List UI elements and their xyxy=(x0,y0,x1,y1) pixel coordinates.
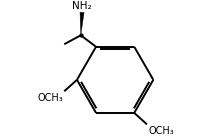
Polygon shape xyxy=(80,12,84,35)
Text: OCH₃: OCH₃ xyxy=(148,126,174,136)
Text: OCH₃: OCH₃ xyxy=(37,93,63,103)
Text: NH₂: NH₂ xyxy=(72,1,92,11)
